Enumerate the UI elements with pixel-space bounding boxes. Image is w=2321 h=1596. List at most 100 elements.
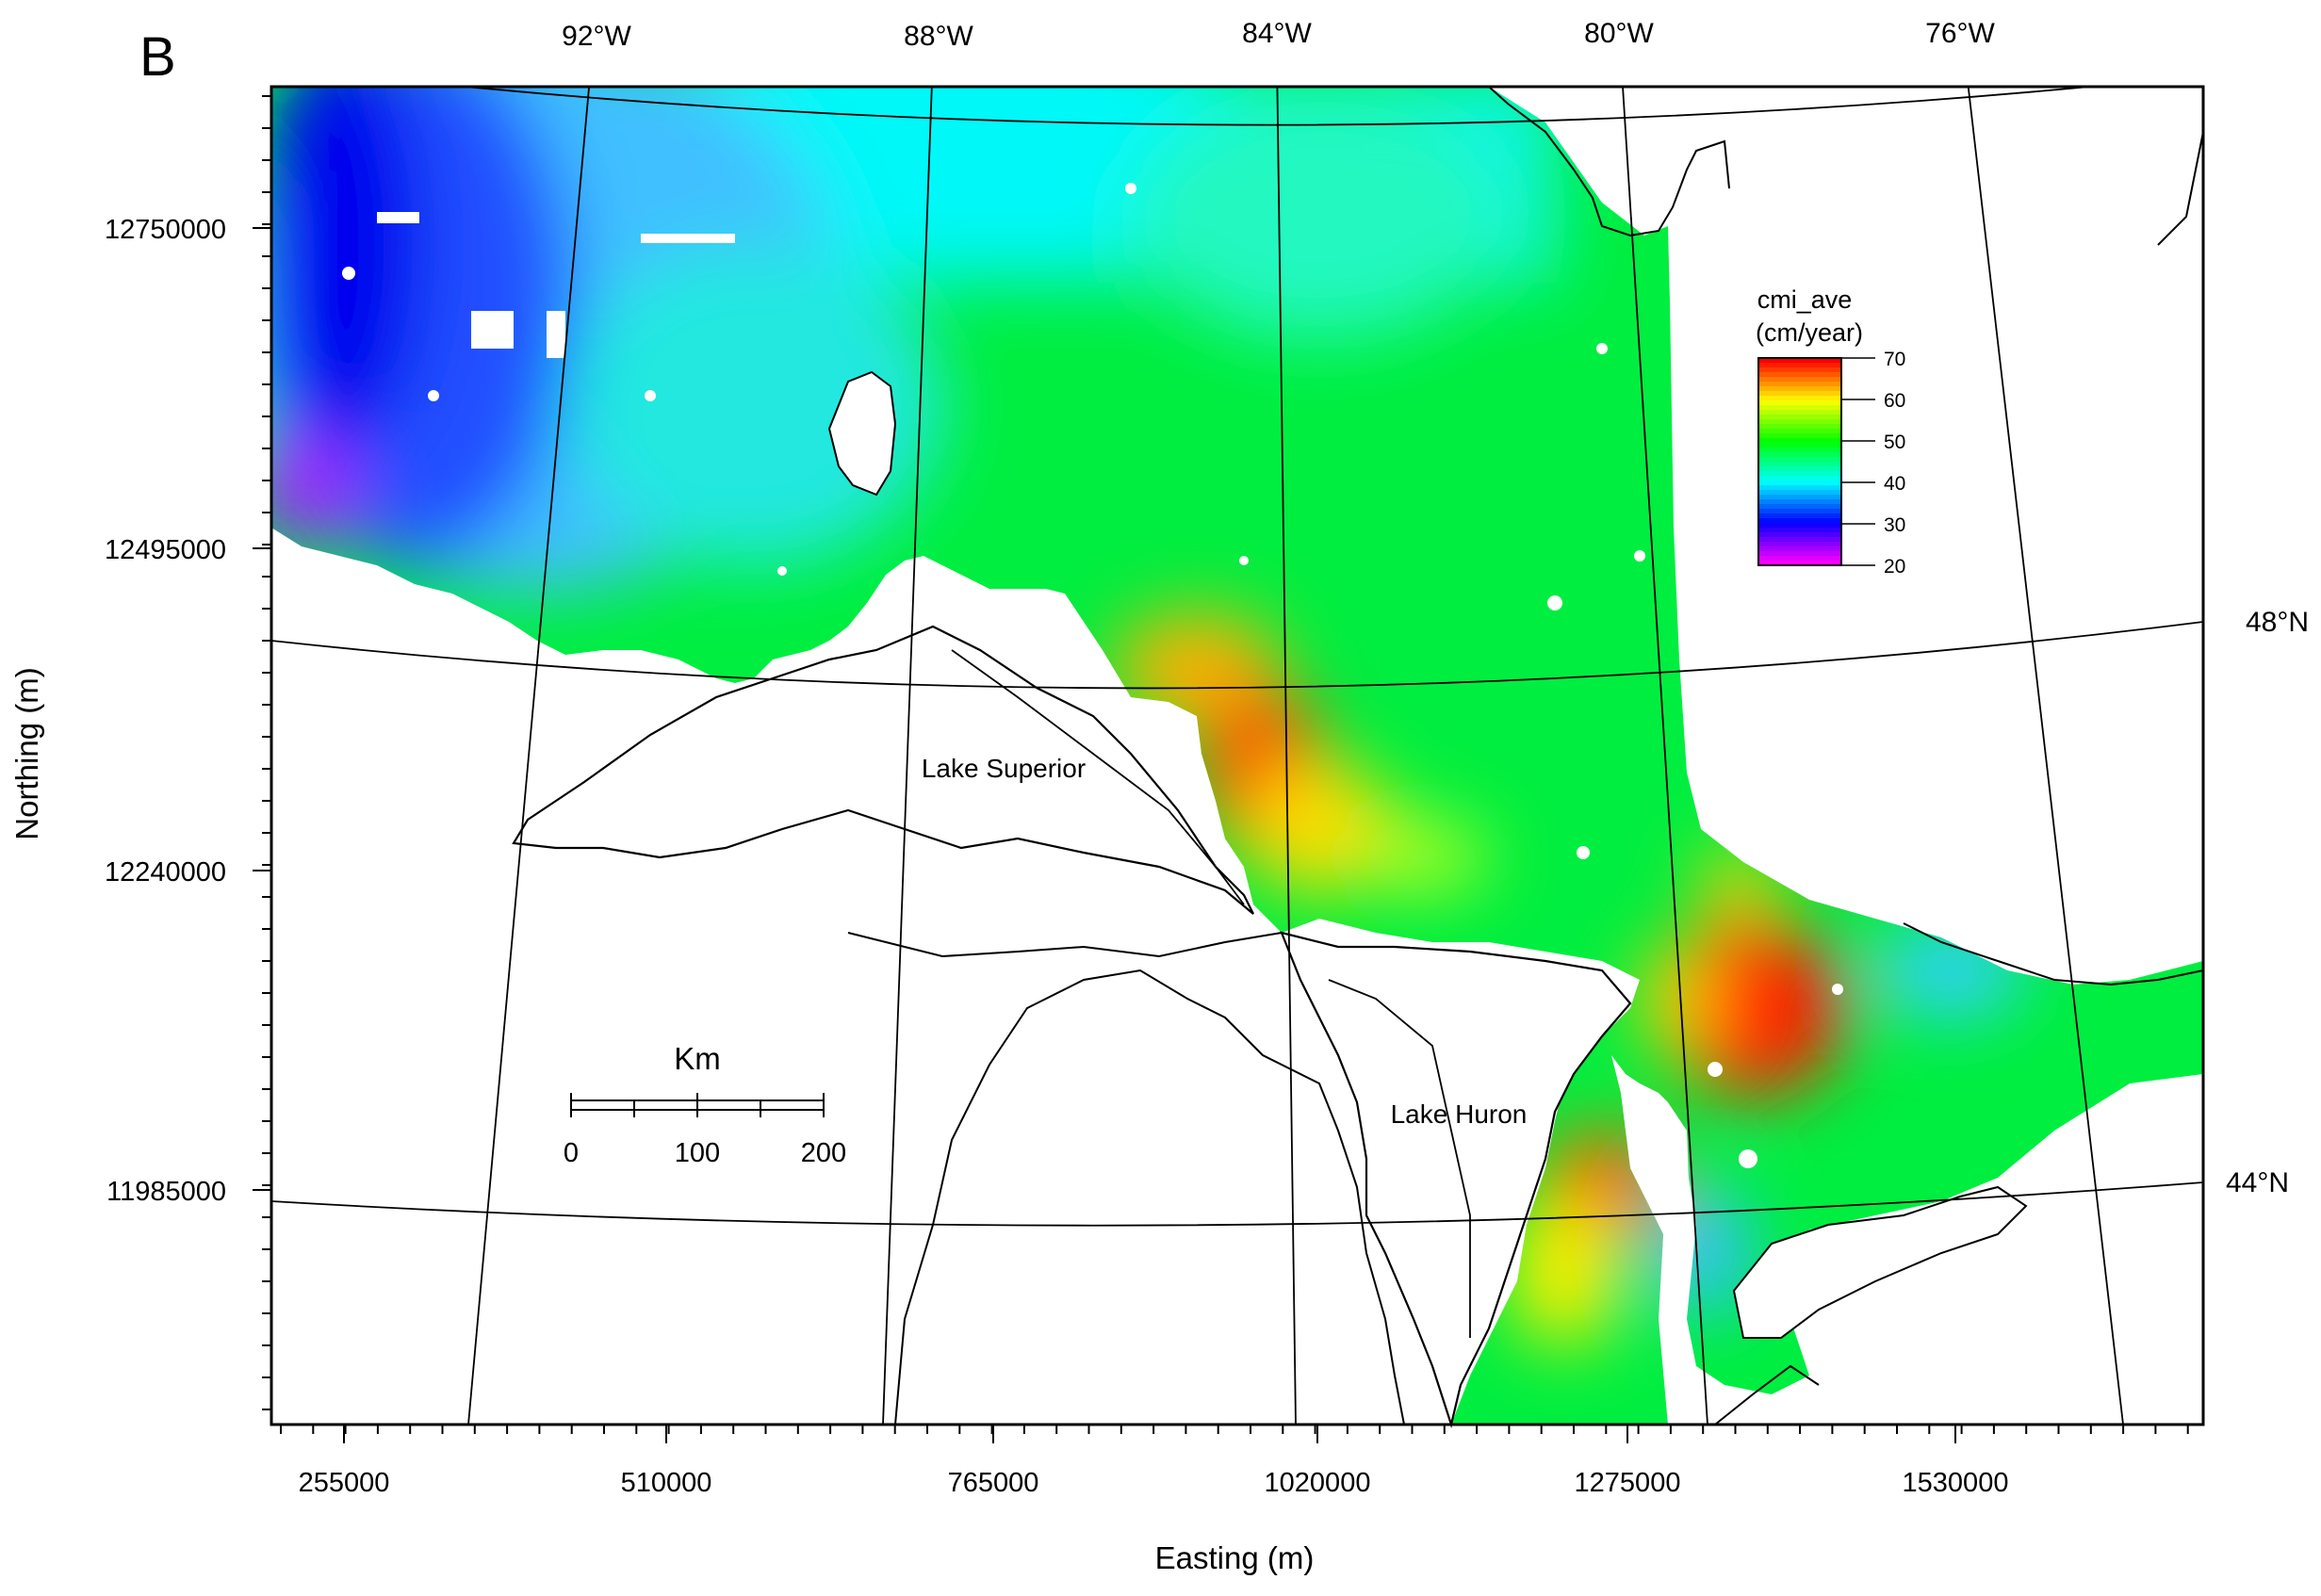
y-tick-label: 11985000 — [106, 1177, 226, 1207]
color-legend: cmi_ave (cm/year) 70 60 50 40 30 20 — [1756, 285, 1905, 578]
longitude-labels: 92°W 88°W 84°W 80°W 76°W — [562, 18, 1995, 52]
legend-color-band — [1758, 386, 1841, 392]
legend-tick-label: 70 — [1884, 349, 1905, 370]
border-line — [951, 649, 1245, 905]
legend-color-band — [1758, 518, 1841, 524]
ottawa-river — [1903, 922, 2204, 986]
scale-bar-tick: 0 — [564, 1138, 579, 1168]
legend-color-band — [1758, 391, 1841, 397]
legend-title: cmi_ave — [1757, 285, 1853, 314]
y-axis-ticks — [253, 95, 271, 1410]
graticule — [271, 87, 2203, 1425]
lake-superior — [512, 625, 1254, 915]
lake-erie-shore — [1714, 1364, 1820, 1425]
scale-bar-title: Km — [674, 1041, 721, 1076]
x-tick-label: 1275000 — [1575, 1468, 1681, 1498]
longitude-label: 92°W — [562, 21, 631, 52]
legend-color-band — [1758, 424, 1841, 430]
legend-color-band — [1758, 377, 1841, 383]
x-axis-ticks — [280, 1425, 2189, 1443]
legend-color-band — [1758, 429, 1841, 434]
legend-color-band — [1758, 471, 1841, 477]
longitude-label: 84°W — [1242, 18, 1312, 49]
longitude-label: 80°W — [1584, 18, 1654, 49]
legend-color-band — [1758, 382, 1841, 387]
legend-color-band — [1758, 452, 1841, 458]
legend-color-band — [1758, 523, 1841, 529]
legend-frame — [1757, 357, 1842, 566]
legend-color-band — [1758, 504, 1841, 510]
michigan-coast — [894, 969, 1405, 1425]
lake-huron — [1280, 931, 1632, 1429]
lake-nipigon — [827, 370, 897, 497]
y-tick-label: 12750000 — [105, 215, 226, 245]
lake-huron-label: Lake Huron — [1391, 1099, 1528, 1129]
legend-color-band — [1758, 433, 1841, 439]
quebec-coast — [2157, 131, 2204, 246]
border-line-huron — [1328, 979, 1471, 1338]
latitude-label: 48°N — [2246, 607, 2309, 638]
scale-bar-tick: 200 — [801, 1138, 846, 1168]
y-axis-title: Northing (m) — [9, 667, 44, 839]
lake-superior-label: Lake Superior — [922, 754, 1086, 783]
legend-color-band — [1758, 532, 1841, 538]
legend-colorbar — [1758, 358, 1841, 566]
legend-color-band — [1758, 358, 1841, 364]
legend-color-band — [1758, 410, 1841, 415]
legend-tick-label: 50 — [1884, 432, 1905, 453]
x-tick-label: 510000 — [621, 1468, 712, 1498]
legend-color-band — [1758, 495, 1841, 500]
legend-color-band — [1758, 363, 1841, 368]
legend-color-band — [1758, 528, 1841, 533]
lake-ontario — [1732, 1185, 2028, 1339]
x-tick-label: 255000 — [299, 1468, 390, 1498]
legend-color-band — [1758, 466, 1841, 472]
legend-tick-label: 40 — [1884, 473, 1905, 495]
legend-unit: (cm/year) — [1756, 318, 1863, 347]
longitude-label: 76°W — [1925, 18, 1995, 49]
legend-color-band — [1758, 485, 1841, 491]
legend-color-band — [1758, 561, 1841, 566]
legend-color-band — [1758, 556, 1841, 562]
legend-color-band — [1758, 537, 1841, 543]
legend-color-band — [1758, 462, 1841, 467]
legend-color-band — [1758, 513, 1841, 519]
latitude-label: 44°N — [2226, 1167, 2289, 1198]
x-tick-label: 765000 — [948, 1468, 1039, 1498]
x-tick-label: 1020000 — [1265, 1468, 1371, 1498]
legend-color-band — [1758, 546, 1841, 552]
heatmap-layer — [271, 87, 2203, 1425]
plot-frame — [270, 85, 2205, 1426]
legend-color-band — [1758, 419, 1841, 425]
legend-color-band — [1758, 551, 1841, 557]
y-tick-label: 12240000 — [105, 857, 226, 888]
legend-color-band — [1758, 396, 1841, 401]
legend-color-band — [1758, 405, 1841, 411]
legend-color-band — [1758, 443, 1841, 448]
legend-color-band — [1758, 367, 1841, 373]
james-bay-coast — [1488, 86, 1730, 237]
legend-color-band — [1758, 509, 1841, 514]
panel-letter: B — [139, 26, 176, 88]
legend-color-band — [1758, 415, 1841, 420]
legend-color-band — [1758, 476, 1841, 481]
legend-color-band — [1758, 480, 1841, 486]
legend-color-band — [1758, 542, 1841, 547]
x-axis-title: Easting (m) — [1155, 1540, 1315, 1575]
legend-color-band — [1758, 438, 1841, 444]
legend-color-band — [1758, 400, 1841, 406]
legend-tick-label: 20 — [1884, 556, 1905, 578]
y-tick-label: 12495000 — [105, 535, 226, 565]
longitude-label: 88°W — [904, 21, 973, 52]
x-tick-label: 1530000 — [1903, 1468, 2009, 1498]
legend-color-band — [1758, 490, 1841, 496]
upper-peninsula-coast — [847, 932, 1283, 958]
scale-bar-tick: 100 — [675, 1138, 720, 1168]
legend-color-band — [1758, 372, 1841, 378]
x-tick-labels: 255000 510000 765000 1020000 1275000 153… — [299, 1468, 2009, 1498]
scale-bar: Km 0 100 200 — [564, 1041, 846, 1168]
legend-color-band — [1758, 448, 1841, 453]
legend-color-band — [1758, 457, 1841, 463]
y-tick-labels: 12750000 12495000 12240000 11985000 — [105, 215, 226, 1207]
